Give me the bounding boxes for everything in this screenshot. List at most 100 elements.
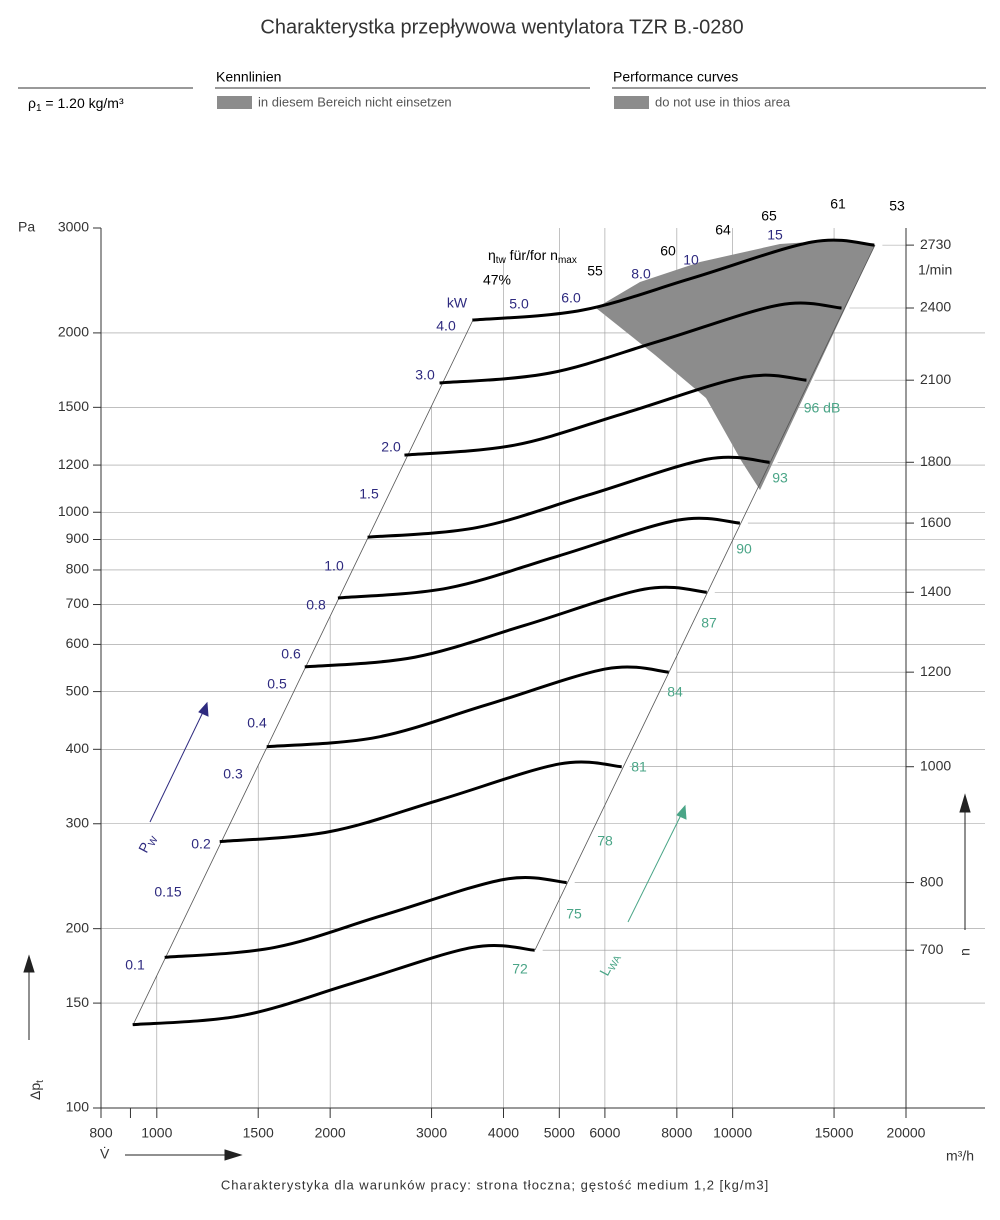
diagonal xyxy=(534,244,876,951)
y-symbol: Δpt xyxy=(27,1080,46,1100)
y-tick-label: 400 xyxy=(66,740,90,756)
legend-swatch xyxy=(614,96,649,109)
x-tick-label: 3000 xyxy=(416,1125,447,1141)
n-tick-label: 2100 xyxy=(920,371,951,387)
speed-curve xyxy=(439,301,842,385)
power-label: 0.5 xyxy=(267,676,287,692)
n-tick-label: 1800 xyxy=(920,453,951,469)
power-label: 0.4 xyxy=(247,715,267,731)
y-tick-label: 2000 xyxy=(58,324,89,340)
n-tick-label: 1200 xyxy=(920,663,951,679)
n-tick-label: 700 xyxy=(920,941,944,957)
y-tick-label: 150 xyxy=(66,994,90,1010)
chart-title: Charakterystka przepływowa wentylatora T… xyxy=(260,16,743,38)
x-tick-label: 800 xyxy=(89,1125,113,1141)
power-unit: kW xyxy=(447,295,468,311)
y-tick-label: 300 xyxy=(66,814,90,830)
power-label: 1.0 xyxy=(324,558,344,574)
speed-curve xyxy=(266,665,669,749)
x-tick-label: 6000 xyxy=(589,1125,620,1141)
de-heading: Kennlinien xyxy=(216,69,281,85)
x-tick-label: 20000 xyxy=(887,1125,926,1141)
y-tick-label: 1000 xyxy=(58,503,89,519)
noise-label: 75 xyxy=(566,906,582,922)
y-tick-label: 600 xyxy=(66,635,90,651)
noise-symbol: LWA xyxy=(596,950,624,980)
de-note: in diesem Bereich nicht einsetzen xyxy=(258,94,452,109)
x-tick-label: 10000 xyxy=(713,1125,752,1141)
power-label: 0.3 xyxy=(223,766,243,782)
n-tick-label: 2730 xyxy=(920,236,951,252)
efficiency-label: 47% xyxy=(483,272,511,288)
speed-curve xyxy=(164,876,567,959)
n-tick-label: 1000 xyxy=(920,757,951,773)
y-tick-label: 800 xyxy=(66,561,90,577)
legend-swatch xyxy=(217,96,252,109)
efficiency-label: 64 xyxy=(715,222,731,238)
footnote: Charakterystyka dla warunków pracy: stro… xyxy=(221,1177,769,1192)
noise-label: 90 xyxy=(736,541,752,557)
eff-title: ηtw für/for nmax xyxy=(488,247,577,266)
power-label: 5.0 xyxy=(509,296,529,312)
n-tick-label: 1600 xyxy=(920,514,951,530)
x-tick-label: 2000 xyxy=(315,1125,346,1141)
density: ρ1 = 1.20 kg/m³ xyxy=(28,95,124,114)
y-tick-label: 700 xyxy=(66,595,90,611)
y-tick-label: 100 xyxy=(66,1099,90,1115)
noise-label: 72 xyxy=(512,961,528,977)
n-unit: 1/min xyxy=(918,262,952,278)
x-tick-label: 4000 xyxy=(488,1125,519,1141)
y-tick-label: 3000 xyxy=(58,219,89,235)
n-symbol: n xyxy=(957,948,973,956)
noise-label: 84 xyxy=(667,684,683,700)
x-symbol: V̇ xyxy=(100,1146,110,1162)
y-tick-label: 500 xyxy=(66,682,90,698)
speed-curve xyxy=(367,455,770,539)
efficiency-label: 60 xyxy=(660,243,676,259)
power-label: 0.15 xyxy=(154,884,181,900)
noise-label: 93 xyxy=(772,470,788,486)
y-tick-label: 200 xyxy=(66,919,90,935)
noise-label: 78 xyxy=(597,833,613,849)
y-tick-label: 1500 xyxy=(58,398,89,414)
x-tick-label: 15000 xyxy=(815,1125,854,1141)
speed-curve xyxy=(472,238,875,322)
speed-curve xyxy=(404,373,807,457)
speed-curve xyxy=(219,760,622,844)
y-tick-label: 900 xyxy=(66,530,90,546)
power-label: 0.6 xyxy=(281,646,301,662)
diagonal xyxy=(132,319,474,1026)
power-label: 0.2 xyxy=(191,836,211,852)
arrows xyxy=(23,701,971,1161)
x-unit: m³/h xyxy=(946,1148,974,1164)
power-label: 4.0 xyxy=(436,318,456,334)
en-heading: Performance curves xyxy=(613,69,738,85)
y-tick-label: 1200 xyxy=(58,456,89,472)
n-tick-label: 1400 xyxy=(920,583,951,599)
efficiency-label: 55 xyxy=(587,263,603,279)
efficiency-label: 65 xyxy=(761,208,777,224)
x-tick-label: 1000 xyxy=(141,1125,172,1141)
power-symbol: PW xyxy=(135,831,161,857)
power-label: 3.0 xyxy=(415,367,435,383)
power-label: 0.1 xyxy=(125,957,145,973)
y-unit: Pa xyxy=(18,219,35,235)
power-label: 0.8 xyxy=(306,597,326,613)
efficiency-label: 61 xyxy=(830,196,846,212)
power-label: 6.0 xyxy=(561,290,581,306)
noise-label: 96 dB xyxy=(804,400,841,416)
x-tick-label: 1500 xyxy=(243,1125,274,1141)
power-label: 8.0 xyxy=(631,266,651,282)
speed-curve xyxy=(337,516,741,600)
power-label: 2.0 xyxy=(381,439,401,455)
speed-curve xyxy=(304,585,707,669)
power-label: 15 xyxy=(767,227,783,243)
noise-label: 87 xyxy=(701,615,717,631)
noise-label: 81 xyxy=(631,759,647,775)
en-note: do not use in thios area xyxy=(655,94,791,109)
power-label: 1.5 xyxy=(359,486,379,502)
speed-curve xyxy=(132,944,535,1027)
n-tick-label: 2400 xyxy=(920,299,951,315)
efficiency-label: 53 xyxy=(889,198,905,214)
